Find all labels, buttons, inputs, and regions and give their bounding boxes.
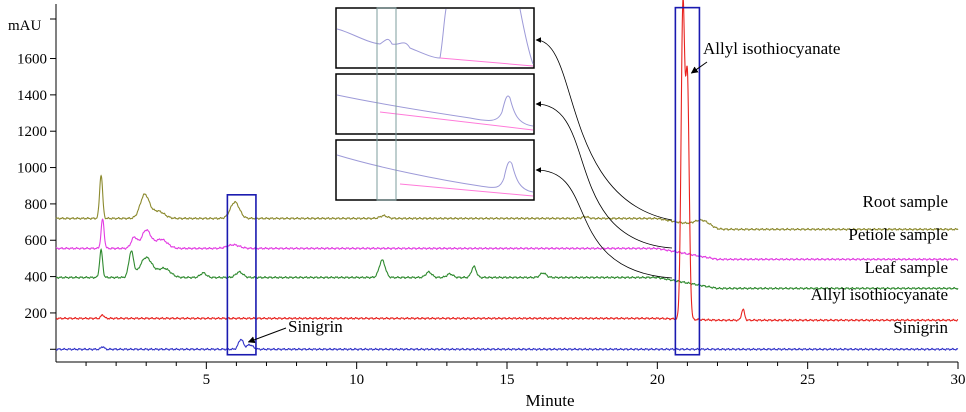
series-labels: Root sample Petiole sample Leaf sample Ally… [811, 192, 949, 337]
x-tick-label: 15 [500, 372, 515, 388]
x-tick-label: 25 [800, 372, 815, 388]
inset-selection-box [376, 7, 397, 201]
y-tick-label: 800 [25, 197, 48, 213]
y-axis-label: mAU [8, 18, 42, 34]
highlight-box [226, 194, 257, 356]
y-tick-label: 1400 [17, 88, 47, 104]
chromatogram-traces [55, 0, 959, 351]
y-tick-label: 1600 [17, 52, 47, 68]
inset-petiole [335, 73, 535, 135]
highlight-boxes [226, 6, 701, 356]
series-label: Leaf sample [864, 258, 948, 277]
highlight-box [674, 6, 701, 356]
x-ticks: 5 10 15 20 25 30 [85, 362, 966, 388]
x-tick-label: 5 [203, 372, 211, 388]
inset-leaf [335, 139, 535, 201]
inset-connectors [535, 37, 673, 279]
y-tick-label: 1000 [17, 161, 47, 177]
series-line [55, 338, 959, 351]
y-ticks: 200 400 600 800 1000 1200 1400 1600 [17, 18, 56, 350]
annotation-arrow [690, 61, 708, 74]
x-axis-label: Minute [525, 391, 574, 410]
series-label: Sinigrin [893, 318, 948, 337]
annotation-label: Sinigrin [288, 317, 343, 336]
x-tick-label: 30 [951, 372, 966, 388]
annotation-arrow [247, 327, 287, 344]
zoom-insets [335, 7, 535, 201]
series-line [55, 248, 959, 290]
y-tick-label: 200 [25, 306, 48, 322]
y-tick-label: 600 [25, 233, 48, 249]
annotations: Allyl isothiocyanate Sinigrin [247, 39, 840, 344]
y-tick-label: 400 [25, 270, 48, 286]
series-line [55, 174, 959, 231]
series-line [55, 0, 959, 322]
inset-root [335, 7, 535, 69]
y-tick-label: 1200 [17, 124, 47, 140]
series-label: Petiole sample [848, 225, 948, 244]
series-label: Root sample [863, 192, 948, 211]
x-tick-label: 20 [650, 372, 665, 388]
x-tick-label: 10 [349, 372, 364, 388]
annotation-label: Allyl isothiocyanate [703, 39, 840, 58]
series-line [55, 218, 959, 261]
series-label: Allyl isothiocyanate [811, 285, 948, 304]
